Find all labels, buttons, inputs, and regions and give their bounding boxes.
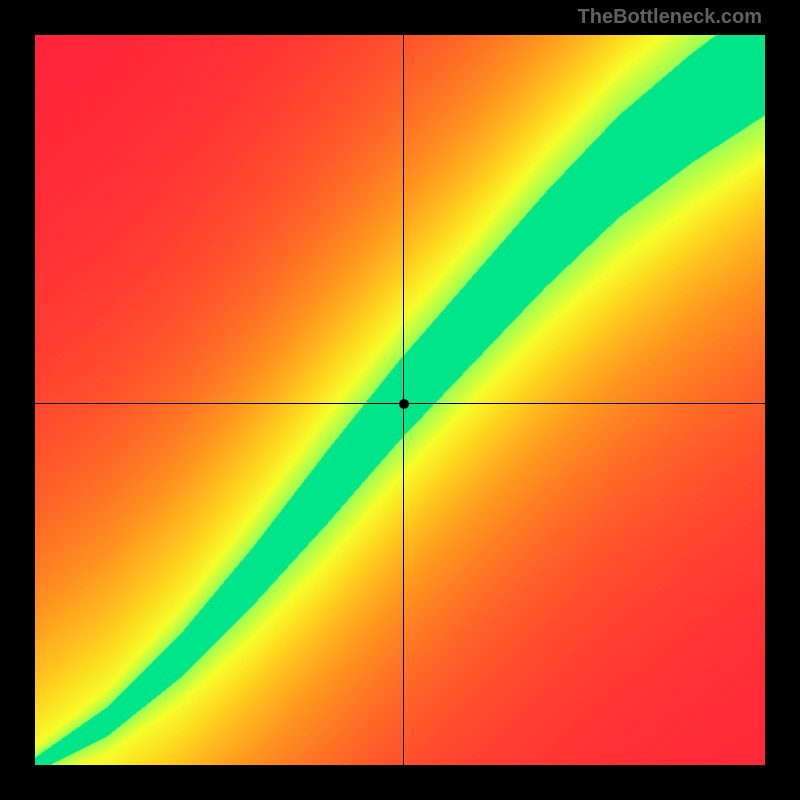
watermark-text: TheBottleneck.com [578, 6, 762, 29]
chart-frame: TheBottleneck.com [0, 0, 800, 800]
plot-area [35, 35, 765, 765]
crosshair-marker[interactable] [399, 399, 409, 409]
